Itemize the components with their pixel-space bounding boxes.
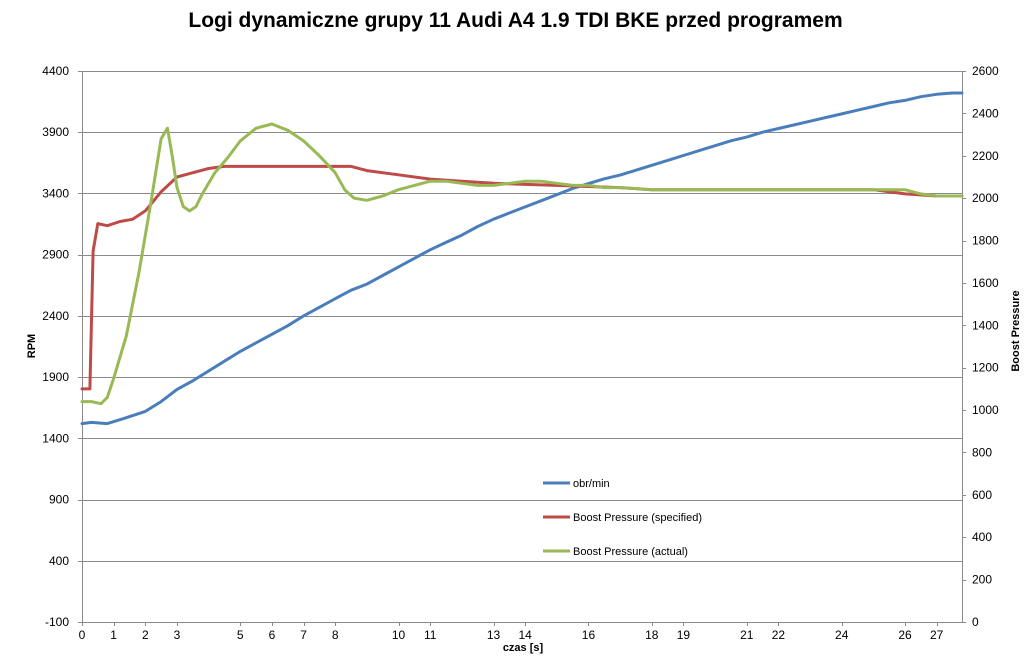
left-tick-label: 1900: [42, 370, 69, 384]
x-tick-label: 2: [142, 628, 149, 642]
x-tick-label: 13: [487, 628, 501, 642]
right-tick-label: 200: [972, 573, 992, 587]
right-tick-label: 1800: [972, 234, 999, 248]
right-tick-label: 2400: [972, 106, 999, 120]
x-tick-label: 18: [645, 628, 659, 642]
right-tick-label: 600: [972, 488, 992, 502]
left-tick-label: 400: [49, 554, 69, 568]
left-tick-label: 3400: [42, 186, 69, 200]
x-tick-label: 7: [300, 628, 307, 642]
x-tick-label: 6: [269, 628, 276, 642]
right-tick-label: 2200: [972, 149, 999, 163]
left-axis-title: RPM: [26, 334, 38, 358]
left-tick-label: 2400: [42, 309, 69, 323]
left-tick-label: -100: [45, 615, 69, 629]
right-tick-label: 2000: [972, 191, 999, 205]
x-tick-label: 14: [518, 628, 532, 642]
x-tick-label: 22: [772, 628, 786, 642]
legend-label: Boost Pressure (actual): [573, 546, 688, 558]
right-tick-label: 400: [972, 530, 992, 544]
legend-label: Boost Pressure (specified): [573, 512, 702, 524]
left-tick-label: 4400: [42, 64, 69, 78]
chart-title: Logi dynamiczne grupy 11 Audi A4 1.9 TDI…: [188, 9, 843, 32]
series-line-2: [80, 164, 964, 391]
right-tick-label: 1400: [972, 318, 999, 332]
right-tick-label: 1600: [972, 276, 999, 290]
x-tick-label: 26: [898, 628, 912, 642]
right-tick-label: 2600: [972, 64, 999, 78]
right-axis-ticks: 0 200 400 600 800 1000 1200 1400 1600 1800 2000 220…: [962, 64, 999, 629]
right-tick-label: 1000: [972, 403, 999, 417]
left-tick-label: 900: [49, 493, 69, 507]
x-tick-label: 11: [424, 628, 437, 642]
series-lines: [80, 91, 964, 426]
x-tick-label: 19: [677, 628, 691, 642]
x-tick-label: 21: [740, 628, 754, 642]
left-tick-label: 1400: [42, 431, 69, 445]
legend: obr/min Boost Pressure (specified) Boost P…: [543, 478, 702, 558]
right-tick-label: 1200: [972, 361, 999, 375]
left-tick-label: 2900: [42, 248, 69, 262]
x-tick-label: 3: [174, 628, 181, 642]
x-tick-label: 1: [110, 628, 117, 642]
x-tick-label: 8: [332, 628, 339, 642]
legend-label: obr/min: [573, 478, 610, 490]
right-tick-label: 800: [972, 445, 992, 459]
gridlines: [82, 71, 962, 623]
right-tick-label: 0: [972, 615, 979, 629]
x-axis-title: czas [s]: [503, 642, 544, 654]
x-tick-label: 10: [392, 628, 406, 642]
x-tick-label: 5: [237, 628, 244, 642]
right-axis-title: Boost Pressure: [1010, 290, 1022, 371]
x-tick-label: 0: [79, 628, 86, 642]
series-line-1: [80, 91, 964, 426]
x-tick-label: 27: [930, 628, 944, 642]
x-tick-label: 16: [582, 628, 596, 642]
x-axis-ticks: 0 1 2 3 5 6 7 8 10 11 13 14 16 18 19 21 22 24 26 27: [79, 622, 944, 642]
x-tick-label: 24: [835, 628, 849, 642]
series-line-3: [80, 122, 964, 406]
left-axis-ticks: -100 400 900 1400 1900 2400 2900 3400 3900 4400: [42, 64, 82, 629]
left-tick-label: 3900: [42, 125, 69, 139]
